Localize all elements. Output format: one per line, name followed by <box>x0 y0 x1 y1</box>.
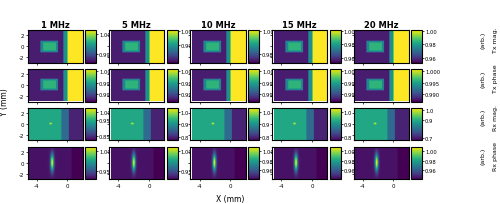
Text: Tx mag.: Tx mag. <box>492 27 498 52</box>
Text: (arb.): (arb.) <box>480 109 485 126</box>
Text: (arb.): (arb.) <box>480 147 485 165</box>
Title: 5 MHz: 5 MHz <box>122 21 151 30</box>
Text: Rx phase: Rx phase <box>492 142 498 171</box>
Text: Y (mm): Y (mm) <box>0 88 10 116</box>
Title: 20 MHz: 20 MHz <box>364 21 398 30</box>
Text: (arb.): (arb.) <box>480 31 485 48</box>
Title: 15 MHz: 15 MHz <box>282 21 317 30</box>
Text: Tx phase: Tx phase <box>492 64 498 93</box>
Text: X (mm): X (mm) <box>216 194 244 203</box>
Title: 1 MHz: 1 MHz <box>41 21 70 30</box>
Text: (arb.): (arb.) <box>480 70 485 87</box>
Title: 10 MHz: 10 MHz <box>201 21 235 30</box>
Text: Rx mag.: Rx mag. <box>492 104 498 130</box>
